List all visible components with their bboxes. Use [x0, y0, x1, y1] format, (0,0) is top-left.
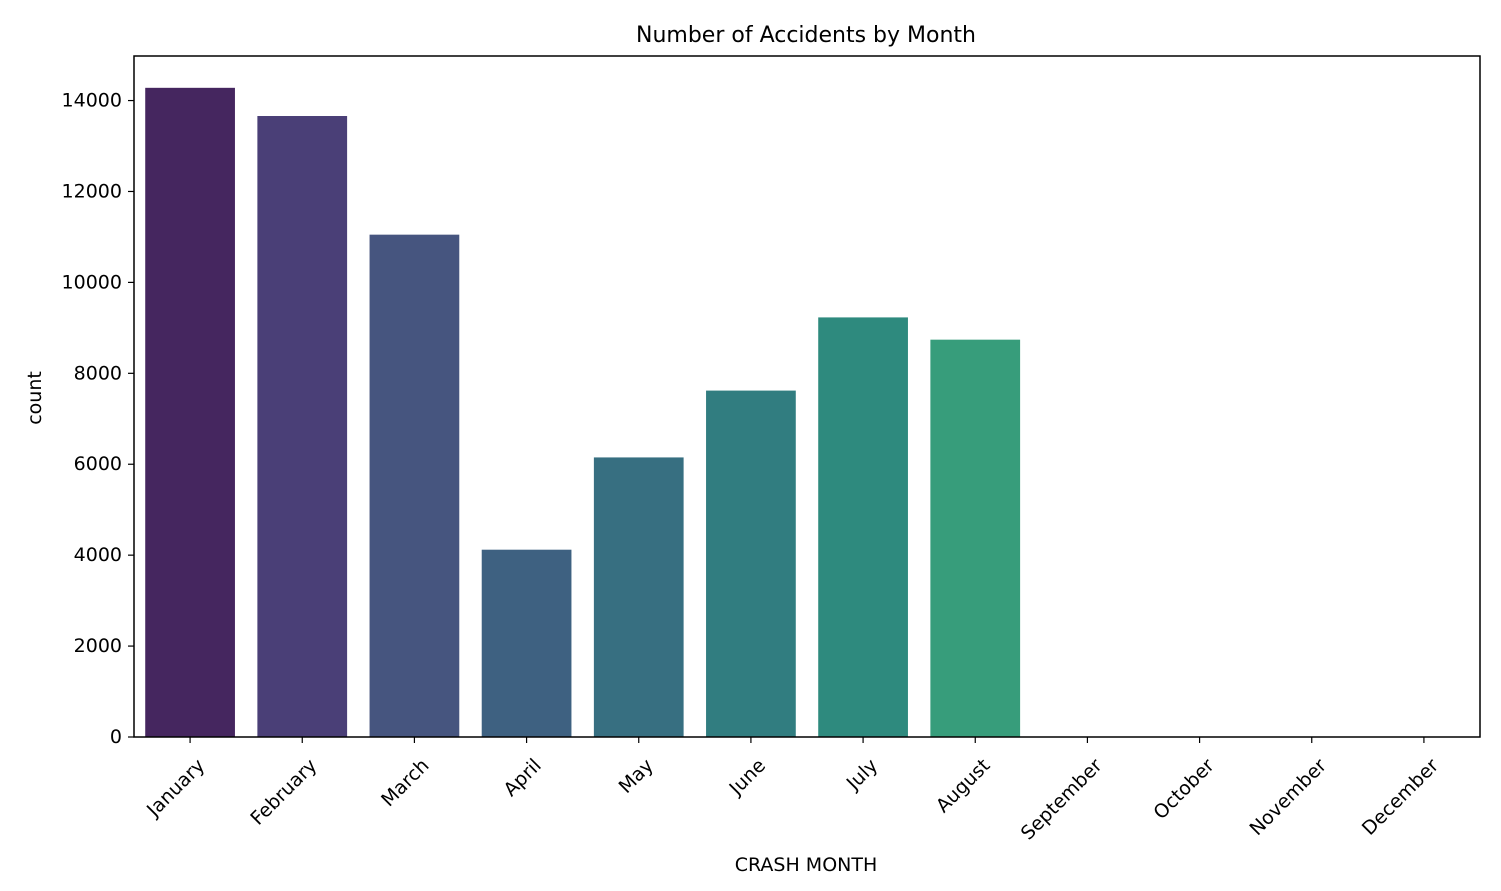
bar-june: [706, 390, 796, 737]
y-tick-label-12000: 12000: [62, 180, 122, 202]
bar-march: [369, 234, 460, 737]
chart-title: Number of Accidents by Month: [636, 23, 976, 48]
x-tick-label-july: July: [842, 755, 882, 795]
x-tick-label-january: January: [142, 755, 209, 822]
x-tick-label-october: October: [1149, 754, 1218, 823]
x-tick-label-september: September: [1017, 754, 1107, 844]
bar-april: [481, 549, 572, 737]
bar-february: [257, 116, 348, 737]
bar-january: [145, 87, 235, 737]
y-tick-label-10000: 10000: [62, 271, 122, 293]
plot-frame: [133, 55, 1481, 738]
y-tick-label-2000: 2000: [74, 635, 122, 657]
y-tick-label-14000: 14000: [62, 90, 122, 112]
x-axis: January February March April May June July Augu…: [142, 737, 1443, 844]
y-axis: 0 2000 4000 6000 8000 10000 12000 14000: [62, 90, 134, 748]
y-tick-label-8000: 8000: [74, 362, 122, 384]
x-tick-label-march: March: [377, 755, 434, 812]
y-tick-label-4000: 4000: [74, 544, 122, 566]
y-tick-label-0: 0: [110, 726, 122, 748]
x-tick-label-may: May: [615, 755, 658, 798]
x-tick-label-november: November: [1245, 754, 1331, 840]
x-tick-label-august: August: [932, 755, 995, 818]
x-tick-label-june: June: [725, 755, 771, 801]
x-tick-label-december: December: [1358, 754, 1443, 839]
x-tick-label-february: February: [246, 755, 321, 830]
y-tick-label-6000: 6000: [74, 453, 122, 475]
bar-july: [818, 317, 908, 737]
x-axis-label: CRASH MONTH: [735, 854, 878, 876]
x-tick-label-april: April: [499, 755, 545, 801]
bar-may: [593, 457, 684, 737]
y-axis-label: count: [24, 371, 46, 425]
bars-group: [145, 87, 1021, 737]
bar-august: [930, 339, 1021, 737]
